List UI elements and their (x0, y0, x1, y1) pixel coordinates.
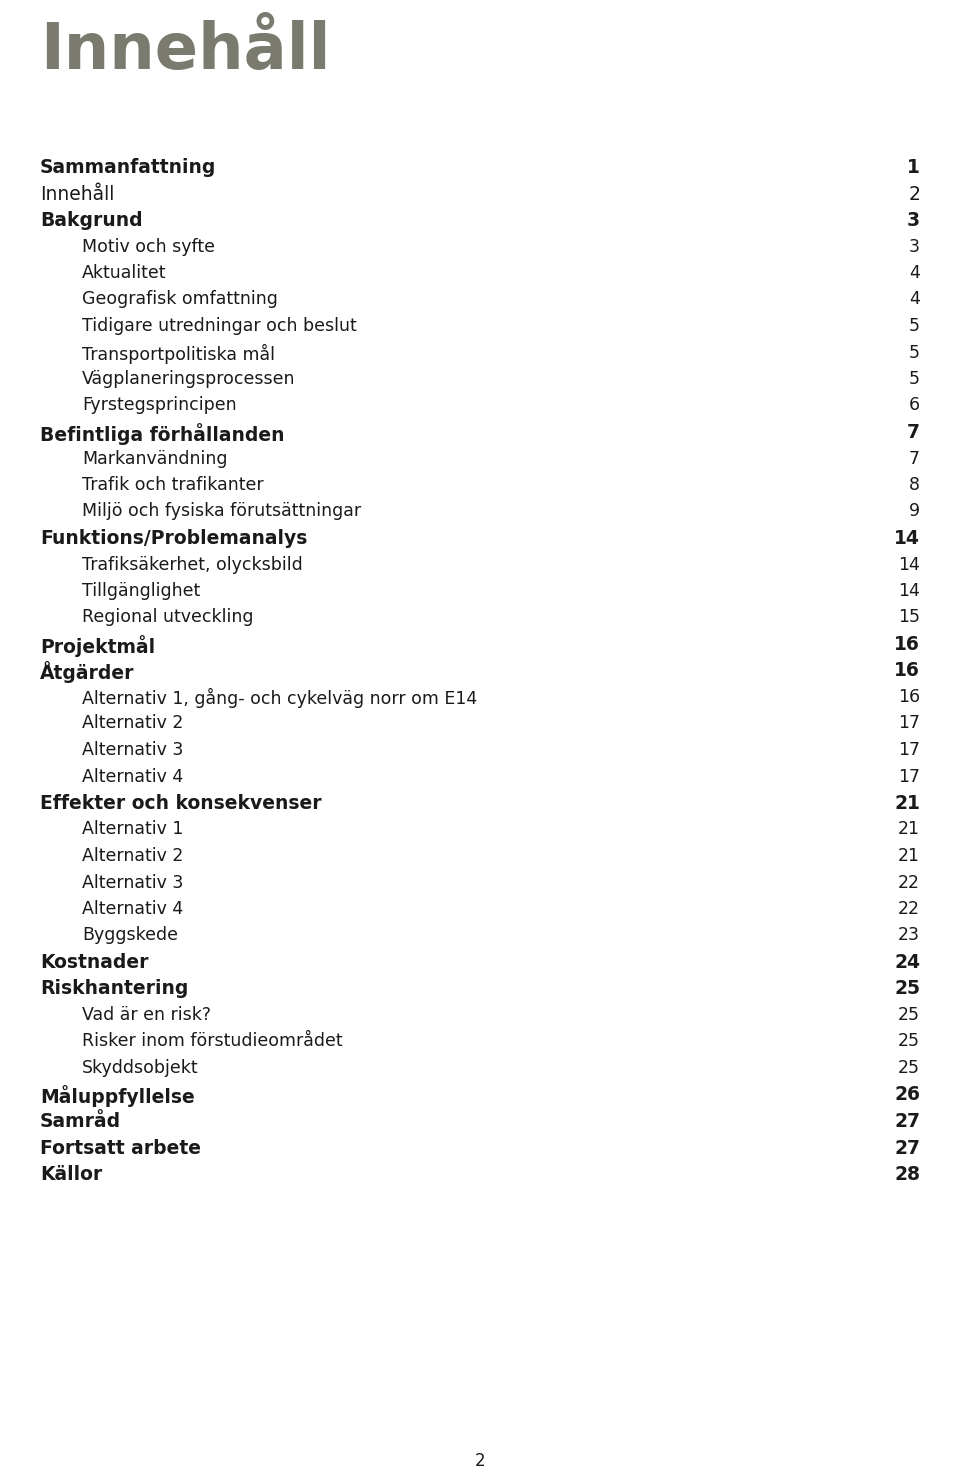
Text: Måluppfyllelse: Måluppfyllelse (40, 1085, 195, 1107)
Text: Innehåll: Innehåll (40, 184, 114, 203)
Text: 15: 15 (898, 609, 920, 627)
Text: 8: 8 (909, 476, 920, 494)
Text: Alternativ 1, gång- och cykelväg norr om E14: Alternativ 1, gång- och cykelväg norr om… (82, 688, 477, 708)
Text: Alternativ 2: Alternativ 2 (82, 714, 183, 732)
Text: 16: 16 (894, 661, 920, 680)
Text: 5: 5 (909, 317, 920, 335)
Text: Skyddsobjekt: Skyddsobjekt (82, 1060, 199, 1077)
Text: 21: 21 (894, 794, 920, 814)
Text: Fortsatt arbete: Fortsatt arbete (40, 1138, 201, 1157)
Text: Tidigare utredningar och beslut: Tidigare utredningar och beslut (82, 317, 357, 335)
Text: 14: 14 (899, 556, 920, 574)
Text: 21: 21 (898, 821, 920, 839)
Text: Befintliga förhållanden: Befintliga förhållanden (40, 422, 284, 445)
Text: 6: 6 (909, 397, 920, 415)
Text: 27: 27 (894, 1112, 920, 1131)
Text: Trafiksäkerhet, olycksbild: Trafiksäkerhet, olycksbild (82, 556, 302, 574)
Text: 25: 25 (898, 1060, 920, 1077)
Text: Transportpolitiska mål: Transportpolitiska mål (82, 344, 275, 363)
Text: 22: 22 (898, 873, 920, 892)
Text: Projektmål: Projektmål (40, 634, 156, 657)
Text: Effekter och konsekvenser: Effekter och konsekvenser (40, 794, 322, 814)
Text: 23: 23 (898, 926, 920, 944)
Text: Riskhantering: Riskhantering (40, 980, 188, 999)
Text: 25: 25 (898, 1006, 920, 1024)
Text: 1: 1 (907, 159, 920, 176)
Text: 7: 7 (909, 449, 920, 467)
Text: Alternativ 1: Alternativ 1 (82, 821, 183, 839)
Text: 17: 17 (898, 768, 920, 785)
Text: 2: 2 (908, 184, 920, 203)
Text: 17: 17 (898, 714, 920, 732)
Text: Innehåll: Innehåll (40, 19, 330, 82)
Text: Sammanfattning: Sammanfattning (40, 159, 216, 176)
Text: Risker inom förstudieområdet: Risker inom förstudieområdet (82, 1033, 343, 1051)
Text: Motiv och syfte: Motiv och syfte (82, 237, 215, 255)
Text: Alternativ 4: Alternativ 4 (82, 768, 183, 785)
Text: 5: 5 (909, 344, 920, 362)
Text: 22: 22 (898, 900, 920, 917)
Text: Vägplaneringsprocessen: Vägplaneringsprocessen (82, 370, 296, 388)
Text: Samråd: Samråd (40, 1112, 121, 1131)
Text: 14: 14 (894, 529, 920, 548)
Text: 2: 2 (474, 1452, 486, 1470)
Text: 7: 7 (907, 422, 920, 442)
Text: Funktions/Problemanalys: Funktions/Problemanalys (40, 529, 307, 548)
Text: 4: 4 (909, 264, 920, 282)
Text: 3: 3 (909, 237, 920, 255)
Text: Trafik och trafikanter: Trafik och trafikanter (82, 476, 264, 494)
Text: 21: 21 (898, 848, 920, 865)
Text: 9: 9 (909, 502, 920, 520)
Text: Vad är en risk?: Vad är en risk? (82, 1006, 211, 1024)
Text: 24: 24 (894, 953, 920, 972)
Text: Alternativ 4: Alternativ 4 (82, 900, 183, 917)
Text: 26: 26 (894, 1085, 920, 1104)
Text: Miljö och fysiska förutsättningar: Miljö och fysiska förutsättningar (82, 502, 361, 520)
Text: 16: 16 (898, 688, 920, 705)
Text: Tillgänglighet: Tillgänglighet (82, 582, 201, 600)
Text: Bakgrund: Bakgrund (40, 210, 143, 230)
Text: 16: 16 (894, 634, 920, 654)
Text: Markanvändning: Markanvändning (82, 449, 228, 467)
Text: Kostnader: Kostnader (40, 953, 149, 972)
Text: 17: 17 (898, 741, 920, 759)
Text: 25: 25 (894, 980, 920, 999)
Text: Byggskede: Byggskede (82, 926, 178, 944)
Text: 4: 4 (909, 290, 920, 308)
Text: Källor: Källor (40, 1165, 103, 1184)
Text: 25: 25 (898, 1033, 920, 1051)
Text: 14: 14 (899, 582, 920, 600)
Text: Aktualitet: Aktualitet (82, 264, 166, 282)
Text: 3: 3 (907, 210, 920, 230)
Text: 27: 27 (894, 1138, 920, 1157)
Text: Fyrstegsprincipen: Fyrstegsprincipen (82, 397, 236, 415)
Text: 28: 28 (894, 1165, 920, 1184)
Text: Geografisk omfattning: Geografisk omfattning (82, 290, 277, 308)
Text: Åtgärder: Åtgärder (40, 661, 134, 683)
Text: Alternativ 3: Alternativ 3 (82, 741, 183, 759)
Text: Alternativ 2: Alternativ 2 (82, 848, 183, 865)
Text: Regional utveckling: Regional utveckling (82, 609, 253, 627)
Text: Alternativ 3: Alternativ 3 (82, 873, 183, 892)
Text: 5: 5 (909, 370, 920, 388)
